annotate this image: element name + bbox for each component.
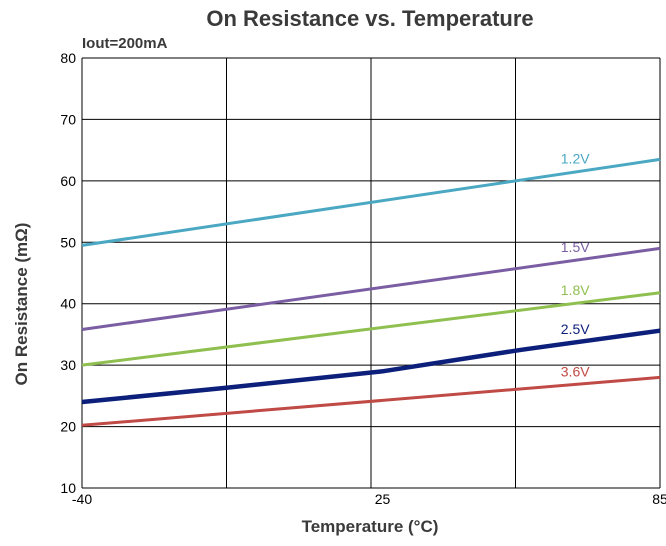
- series-label-1-2V: 1.2V: [561, 151, 590, 167]
- x-tick-label: 85: [652, 491, 666, 507]
- y-tick-label: 60: [60, 173, 76, 189]
- series-line-1-8V: [81, 291, 661, 367]
- chart-subtitle: Iout=200mA: [82, 35, 168, 52]
- grid: [81, 57, 661, 489]
- x-axis-ticks: -40 25 85: [72, 491, 666, 507]
- y-axis-label: On Resistance (mΩ): [12, 223, 31, 386]
- series-label-2-5V: 2.5V: [561, 321, 590, 337]
- series-labels: 1.2V 1.5V 1.8V 2.5V 3.6V: [561, 151, 590, 380]
- y-tick-label: 10: [60, 480, 76, 496]
- series-label-1-5V: 1.5V: [561, 239, 590, 255]
- x-tick-label: 25: [375, 491, 391, 507]
- y-axis-ticks: 10 20 30 40 50 60 70 80: [60, 50, 76, 496]
- series-line-1-2V: [81, 157, 661, 247]
- series-label-3-6V: 3.6V: [561, 363, 590, 379]
- series-label-1-8V: 1.8V: [561, 282, 590, 298]
- y-tick-label: 30: [60, 357, 76, 373]
- series-layer: [81, 157, 661, 427]
- series-line-3-6V: [81, 375, 661, 427]
- y-tick-label: 40: [60, 296, 76, 312]
- x-tick-label: -40: [72, 491, 92, 507]
- y-tick-label: 70: [60, 111, 76, 127]
- y-tick-label: 80: [60, 50, 76, 66]
- y-tick-label: 20: [60, 419, 76, 435]
- x-axis-label: Temperature (°C): [302, 517, 439, 536]
- series-line-2-5V: [81, 328, 661, 405]
- chart-title: On Resistance vs. Temperature: [206, 6, 533, 31]
- series-line-1-5V: [81, 246, 661, 331]
- y-tick-label: 50: [60, 234, 76, 250]
